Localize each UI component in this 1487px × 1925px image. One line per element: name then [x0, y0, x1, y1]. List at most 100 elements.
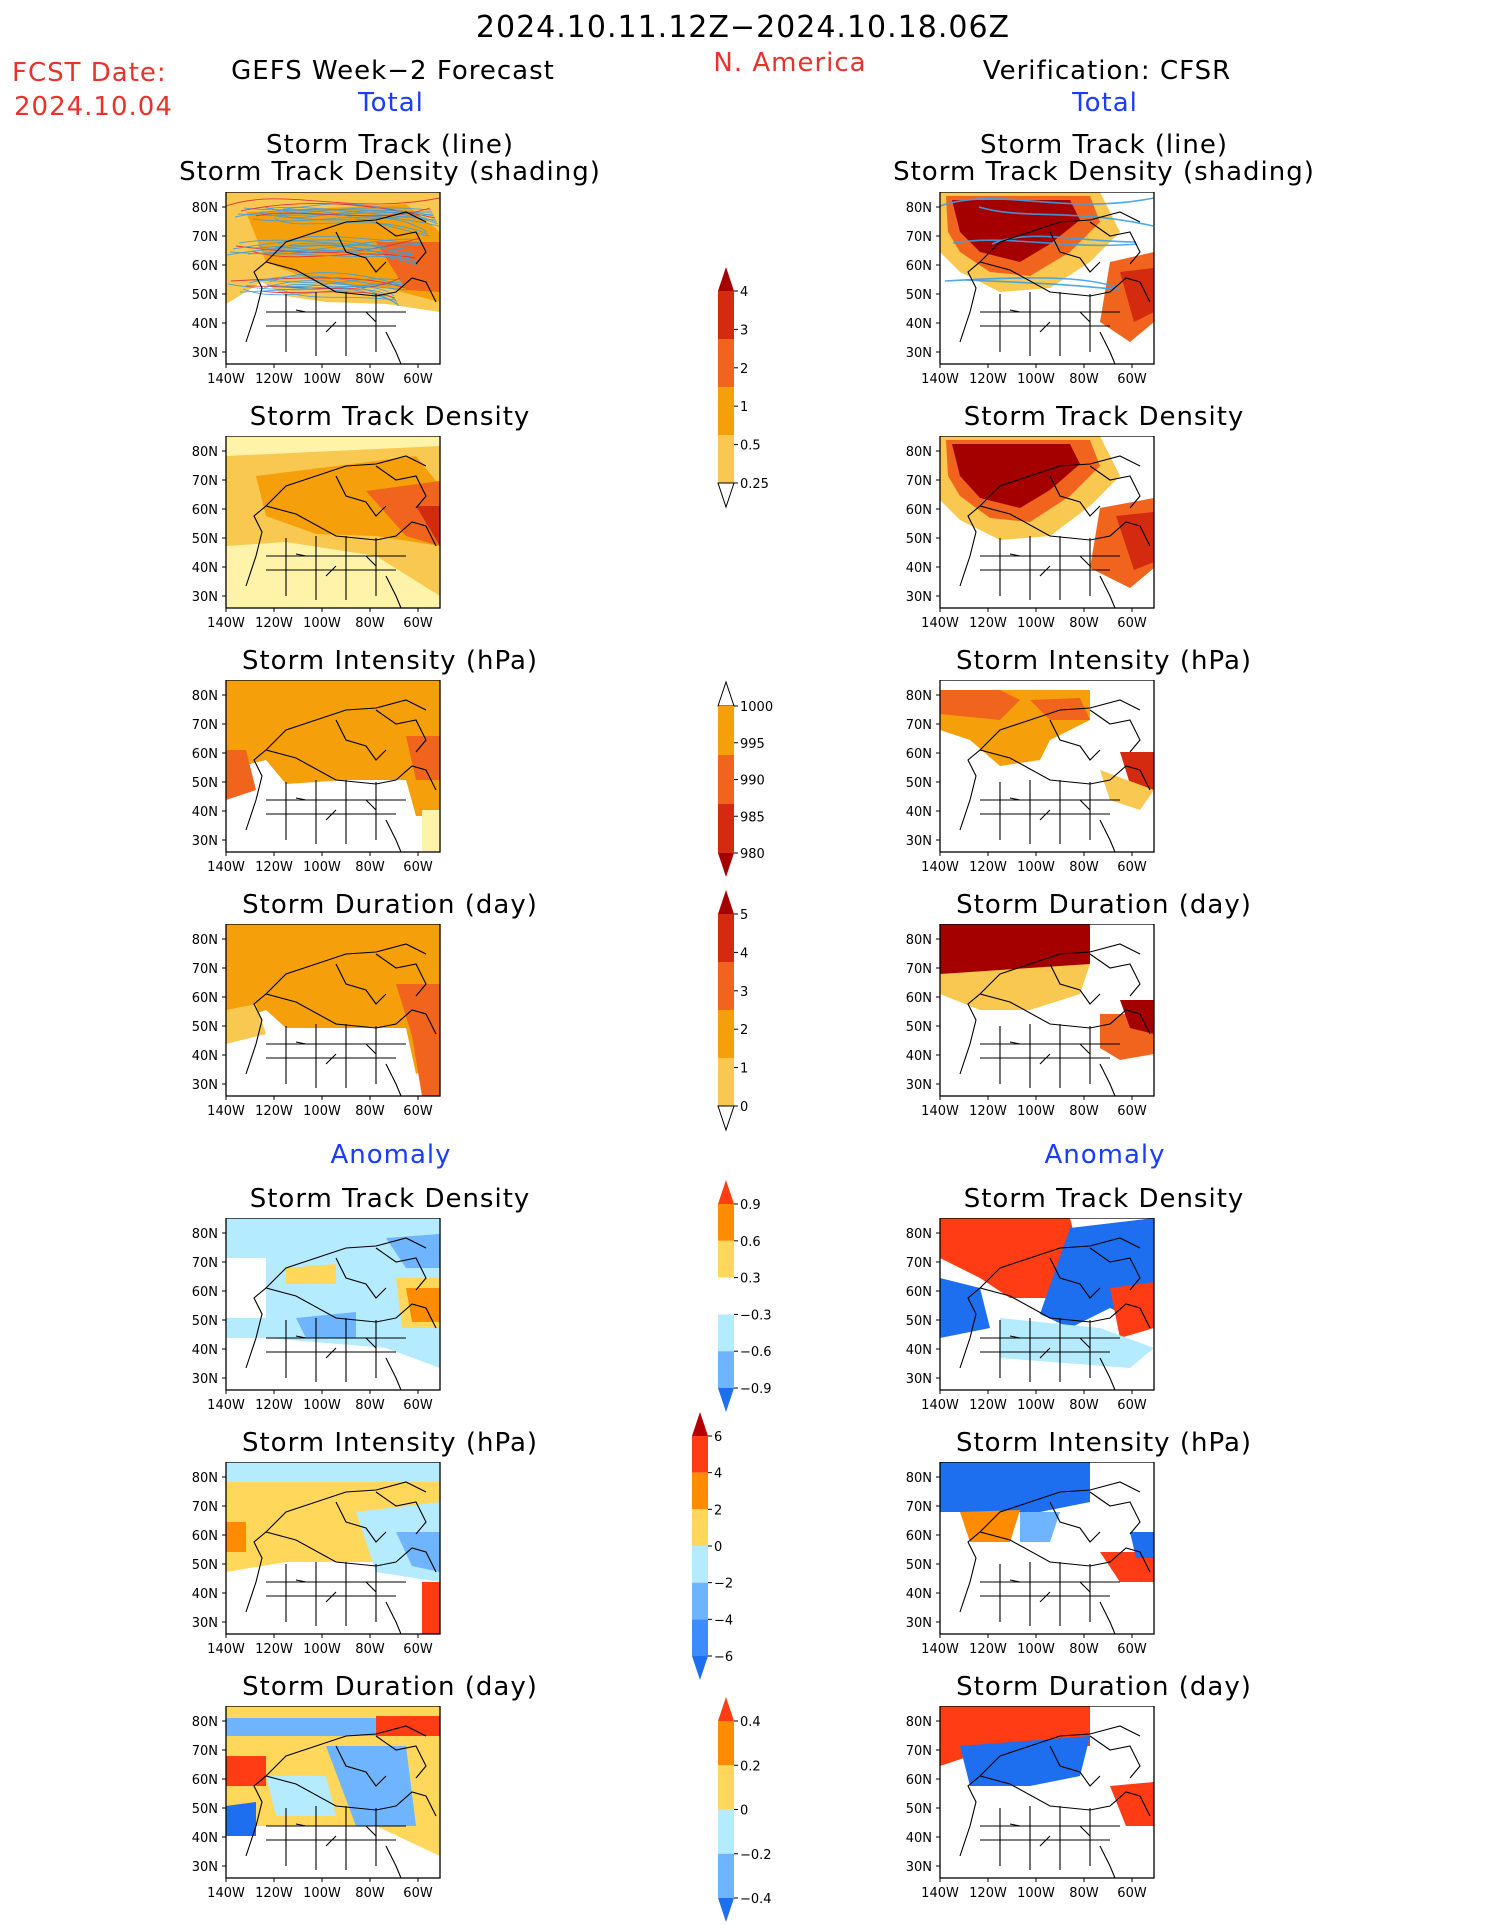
left-anomaly-heading: Anomaly — [330, 1140, 452, 1170]
colorbar-intensity_anom-tip-bottom — [692, 1656, 708, 1680]
shade-r-int-1 — [940, 690, 1020, 720]
colorbar-duration_total-seg-2 — [718, 962, 734, 1010]
lat-label-l-aint-1: 70N — [192, 1500, 218, 1515]
colorbar-density_total-label-4: 0.5 — [740, 439, 761, 454]
lat-label-r-dens-2: 60N — [906, 503, 932, 518]
lat-label-r-aint-3: 50N — [906, 1558, 932, 1573]
lat-label-l-aint-3: 50N — [192, 1558, 218, 1573]
lon-label-r-int-2: 100W — [1017, 860, 1055, 875]
colorbar-intensity_anom-seg-4 — [692, 1546, 708, 1583]
lat-label-l-int-3: 50N — [192, 776, 218, 791]
map-panel-l-dur: 80N 70N 60N 50N 40N 30N 140W 120W 100W 80W 60W — [192, 924, 441, 1119]
map-panel-l-track: 80N 70N 60N 50N 40N 30N 140W 120W 100W 80W 60W — [192, 192, 441, 387]
map-panel-r-dur: 80N 70N 60N 50N 40N 30N 140W 120W 100W 80W 60W — [906, 924, 1155, 1119]
right-anom-duration-title: Storm Duration (day) — [956, 1672, 1252, 1702]
fcst-date-value: 2024.10.04 — [14, 92, 173, 122]
colorbar-duration_anom-tip-bottom — [718, 1898, 734, 1922]
lat-label-r-aint-5: 30N — [906, 1616, 932, 1631]
colorbar-density_anom-label-0: 0.9 — [740, 1198, 761, 1213]
colorbar-duration_total-seg-4 — [718, 1058, 734, 1106]
lat-label-r-dur-2: 60N — [906, 991, 932, 1006]
lat-label-r-adur-0: 80N — [906, 1715, 932, 1730]
lat-label-r-dur-0: 80N — [906, 933, 932, 948]
shade-l-aint-3 — [396, 1532, 440, 1572]
lat-label-l-adur-0: 80N — [192, 1715, 218, 1730]
lat-label-r-dur-4: 40N — [906, 1049, 932, 1064]
colorbar-intensity_total-label-3: 985 — [740, 810, 765, 825]
lat-label-r-aint-1: 70N — [906, 1500, 932, 1515]
colorbar-duration_total-tip-top — [718, 890, 734, 914]
lon-label-l-adens-4: 60W — [403, 1398, 433, 1413]
lon-label-l-int-2: 100W — [303, 860, 341, 875]
shade-r-adens-3 — [1110, 1282, 1154, 1338]
lat-label-r-dens-4: 40N — [906, 561, 932, 576]
colorbar-duration_total-label-1: 4 — [740, 946, 748, 961]
colorbar-intensity_anom-label-3: 0 — [714, 1540, 722, 1555]
lat-label-l-adur-4: 40N — [192, 1831, 218, 1846]
lat-label-r-adur-1: 70N — [906, 1744, 932, 1759]
lat-label-l-int-2: 60N — [192, 747, 218, 762]
lat-label-l-adur-2: 60N — [192, 1773, 218, 1788]
lat-label-r-adens-0: 80N — [906, 1227, 932, 1242]
shade-l-adens-4 — [406, 1288, 440, 1322]
lat-label-r-adens-2: 60N — [906, 1285, 932, 1300]
left-density-title: Storm Track Density — [249, 402, 531, 432]
colorbar-duration_anom-seg-3 — [718, 1809, 734, 1854]
lon-label-r-dur-4: 60W — [1117, 1104, 1147, 1119]
colorbar-density_total-label-5: 0.25 — [740, 477, 769, 492]
right-anom-intensity-title: Storm Intensity (hPa) — [955, 1428, 1253, 1458]
colorbar-density_total-label-3: 1 — [740, 400, 748, 415]
shade-l-dur-1 — [396, 984, 440, 1096]
lat-label-r-int-0: 80N — [906, 689, 932, 704]
colorbar-intensity_total-seg-1 — [718, 706, 734, 755]
lat-label-r-aint-2: 60N — [906, 1529, 932, 1544]
map-panel-r-adur: 80N 70N 60N 50N 40N 30N 140W 120W 100W 80W 60W — [906, 1706, 1155, 1901]
right-track-line-title: Storm Track (line) — [980, 130, 1228, 160]
colorbar-intensity_anom-label-2: 2 — [714, 1503, 722, 1518]
shade-l-adens-2 — [386, 1234, 440, 1268]
colorbar-density_total-label-1: 3 — [740, 323, 748, 338]
lat-label-l-adens-1: 70N — [192, 1256, 218, 1271]
lon-label-l-int-4: 60W — [403, 860, 433, 875]
shade-l-adur-6 — [376, 1716, 440, 1736]
colorbar-density_anom-label-1: 0.6 — [740, 1235, 761, 1250]
shade-r-track-2 — [952, 200, 1080, 262]
lat-label-l-int-1: 70N — [192, 718, 218, 733]
colorbar-duration_total-label-5: 0 — [740, 1100, 748, 1115]
lon-label-l-dens-3: 80W — [355, 616, 385, 631]
lon-label-l-adur-0: 140W — [207, 1886, 245, 1901]
left-column-title: GEFS Week−2 Forecast — [231, 56, 555, 86]
lat-label-r-track-5: 30N — [906, 346, 932, 361]
lon-label-l-int-0: 140W — [207, 860, 245, 875]
right-density-title: Storm Track Density — [963, 402, 1245, 432]
lon-label-l-aint-3: 80W — [355, 1642, 385, 1657]
right-total-heading: Total — [1072, 88, 1138, 118]
colorbar-intensity_anom-seg-6 — [692, 1619, 708, 1656]
lon-label-l-adens-2: 100W — [303, 1398, 341, 1413]
right-track-shading-title: Storm Track Density (shading) — [893, 157, 1315, 187]
lon-label-r-dens-1: 120W — [969, 616, 1007, 631]
left-track-line-title: Storm Track (line) — [266, 130, 514, 160]
shade-r-dur-1 — [940, 924, 1090, 974]
lat-label-l-dens-5: 30N — [192, 590, 218, 605]
lon-label-r-dur-1: 120W — [969, 1104, 1007, 1119]
colorbar-density_anom-label-2: 0.3 — [740, 1272, 761, 1287]
shade-r-aint-2 — [960, 1510, 1020, 1542]
lon-label-r-dens-0: 140W — [921, 616, 959, 631]
lon-label-r-int-0: 140W — [921, 860, 959, 875]
lon-label-r-track-0: 140W — [921, 372, 959, 387]
lon-label-r-dens-3: 80W — [1069, 616, 1099, 631]
lat-label-l-dur-5: 30N — [192, 1078, 218, 1093]
lon-label-l-track-1: 120W — [255, 372, 293, 387]
shade-r-track-4 — [1120, 268, 1154, 322]
lon-label-l-track-3: 80W — [355, 372, 385, 387]
lat-label-r-dur-1: 70N — [906, 962, 932, 977]
colorbar-intensity_total-seg-3 — [718, 804, 734, 853]
lon-label-l-dur-0: 140W — [207, 1104, 245, 1119]
colorbar-density_anom-seg-4 — [718, 1314, 734, 1352]
lat-label-l-adur-1: 70N — [192, 1744, 218, 1759]
lat-label-r-adur-4: 40N — [906, 1831, 932, 1846]
lat-label-l-dens-4: 40N — [192, 561, 218, 576]
lat-label-r-aint-4: 40N — [906, 1587, 932, 1602]
lon-label-l-adens-1: 120W — [255, 1398, 293, 1413]
